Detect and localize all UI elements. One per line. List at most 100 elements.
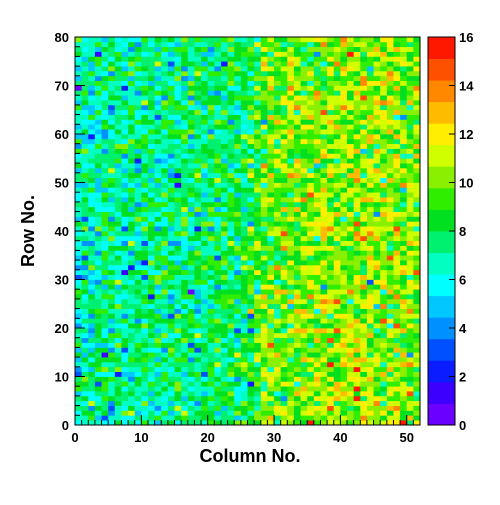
heatmap-cell [386,119,394,125]
heatmap-cell [300,177,308,183]
heatmap-cell [307,172,315,178]
heatmap-cell [207,182,215,188]
heatmap-cell [393,255,401,261]
heatmap-cell [333,376,341,382]
heatmap-cell [360,216,368,222]
heatmap-cell [141,226,149,232]
heatmap-cell [220,400,228,406]
heatmap-cell [347,240,354,246]
heatmap-cell [108,177,116,183]
heatmap-cell [154,415,162,421]
heatmap-cell [274,167,282,174]
heatmap-cell [114,361,122,368]
heatmap-cell [154,182,162,188]
heatmap-cell [280,129,288,135]
heatmap-cell [313,177,321,183]
heatmap-cell [313,182,321,188]
heatmap-cell [201,289,209,295]
heatmap-cell [347,376,354,382]
heatmap-cell [406,75,414,81]
heatmap-cell [400,400,408,406]
heatmap-cell [333,138,341,145]
heatmap-cell [373,61,381,67]
heatmap-cell [240,90,248,96]
heatmap-cell [260,226,268,232]
heatmap-cell [373,41,381,48]
heatmap-cell [287,46,295,52]
heatmap-cell [201,303,209,309]
heatmap-cell [154,100,162,106]
heatmap-cell [320,420,328,426]
heatmap-cell [400,357,408,363]
heatmap-cell [154,303,162,309]
heatmap-cell [94,216,102,222]
heatmap-cell [280,158,288,164]
heatmap-cell [207,231,215,237]
heatmap-cell [181,41,189,48]
heatmap-cell [88,148,96,154]
heatmap-cell [300,206,308,212]
heatmap-cell [194,337,202,343]
heatmap-cell [207,85,215,91]
heatmap-cell [81,85,89,91]
heatmap-cell [141,347,149,353]
heatmap-cell [234,332,242,339]
heatmap-cell [320,274,328,280]
heatmap-cell [128,66,136,72]
heatmap-cell [313,410,321,416]
heatmap-cell [313,41,321,48]
heatmap-cell [300,119,308,125]
heatmap-cell [333,187,341,193]
heatmap-cell [373,371,381,377]
heatmap-cell [406,415,414,421]
heatmap-cell [194,245,202,251]
heatmap-cell [327,158,335,164]
heatmap-cell [360,415,368,421]
heatmap-cell [380,415,388,421]
heatmap-cell [161,231,169,237]
heatmap-cell [207,289,215,295]
heatmap-cell [220,318,228,324]
heatmap-cell [94,274,102,280]
heatmap-cell [134,332,142,339]
heatmap-cell [366,420,374,426]
heatmap-cell [181,153,189,159]
heatmap-cell [121,41,129,48]
heatmap-cell [121,328,129,334]
heatmap-cell [108,381,116,387]
heatmap-cell [187,201,195,208]
heatmap-cell [134,328,142,334]
heatmap-cell [121,56,129,62]
heatmap-cell [220,313,228,319]
heatmap-cell [227,231,235,237]
heatmap-cell [393,231,401,237]
heatmap-cell [400,303,408,309]
heatmap-cell [393,308,401,314]
heatmap-cell [280,163,288,169]
heatmap-cell [154,420,162,426]
heatmap-cell [220,226,228,232]
heatmap-cell [333,114,341,120]
color-scale-band [428,123,455,146]
heatmap-cell [320,294,328,300]
heatmap-cell [227,357,235,363]
heatmap-cell [94,342,102,348]
heatmap-cell [347,342,354,348]
heatmap-cell [134,66,142,72]
heatmap-cell [254,182,262,188]
heatmap-cell [300,269,308,275]
heatmap-cell [406,410,414,416]
heatmap-cell [333,400,341,406]
heatmap-cell [353,318,361,324]
heatmap-cell [260,216,268,222]
heatmap-cell [287,119,295,125]
heatmap-cell [373,114,381,120]
heatmap-cell [128,395,136,402]
heatmap-cell [333,415,341,421]
heatmap-cell [94,41,102,48]
heatmap-cell [413,104,421,111]
heatmap-cell [260,100,268,106]
heatmap-cell [81,371,89,377]
heatmap-cell [406,37,414,43]
heatmap-cell [333,70,341,77]
